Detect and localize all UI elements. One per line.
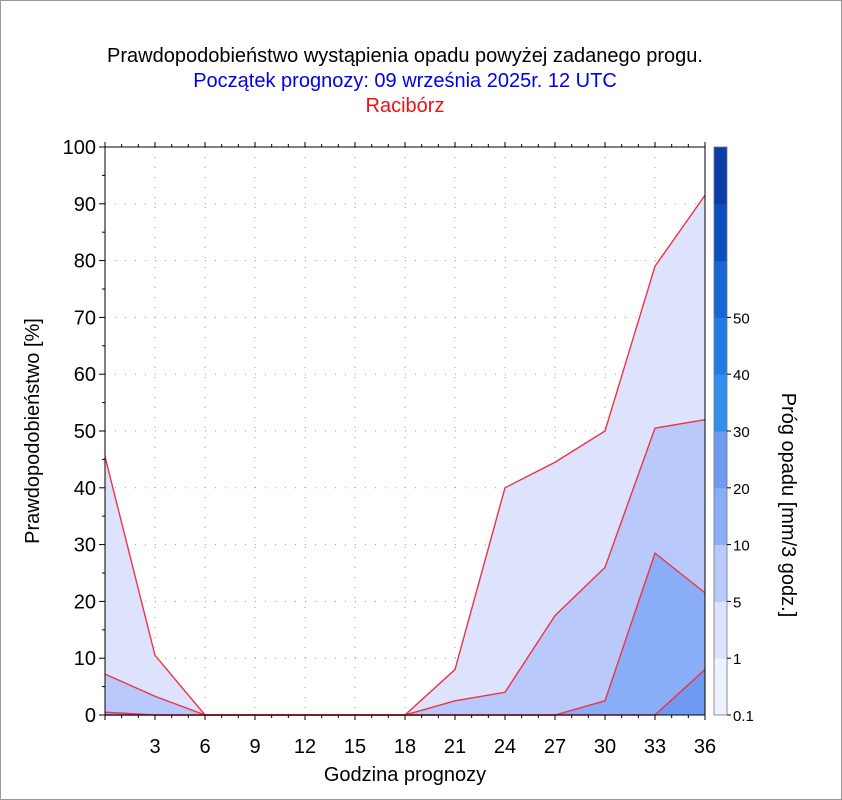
y-tick-label: 80 [74, 251, 96, 273]
colorbar-band [714, 431, 727, 489]
colorbar-band [714, 317, 727, 375]
y-tick-label: 30 [74, 535, 96, 557]
colorbar: 0.1 1 5 10 20 30 40 50 [713, 146, 754, 725]
colorbar-tick-label: 10 [733, 538, 750, 555]
x-tick-label: 18 [394, 736, 416, 758]
colorbar-tick-label: 5 [733, 594, 741, 611]
colorbar-tick-label: 30 [733, 424, 750, 441]
x-tick-label: 33 [644, 736, 666, 758]
x-tick-label: 3 [149, 736, 160, 758]
y-axis-label: Prawdopodobieństwo [%] [22, 318, 44, 544]
area-threshold-5 [105, 553, 705, 715]
x-tick-label: 30 [594, 736, 616, 758]
x-tick-label: 27 [544, 736, 566, 758]
colorbar-band [714, 544, 727, 602]
title-line-3: Racibórz [366, 95, 445, 117]
y-tick-label: 40 [74, 478, 96, 500]
colorbar-label: Próg opadu [mm/3 godz.] [777, 393, 799, 618]
x-tick-label: 9 [249, 736, 260, 758]
y-tick-label: 0 [85, 705, 96, 727]
colorbar-band [714, 601, 727, 659]
y-tick-label: 100 [63, 137, 96, 159]
x-tick-label: 6 [199, 736, 210, 758]
colorbar-tick-label: 40 [733, 367, 750, 384]
colorbar-tick-label: 0.1 [733, 708, 754, 725]
colorbar-band [714, 203, 727, 262]
y-tick-label: 90 [74, 194, 96, 216]
x-tick-label: 15 [344, 736, 366, 758]
x-axis-label: Godzina prognozy [324, 764, 486, 786]
x-tick-label: 36 [694, 736, 716, 758]
colorbar-band [714, 147, 727, 205]
x-tick-label: 21 [444, 736, 466, 758]
colorbar-tick-label: 50 [733, 310, 750, 327]
area-threshold-1 [105, 419, 705, 715]
y-tick-label: 20 [74, 591, 96, 613]
colorbar-band [714, 374, 727, 432]
y-tick-label: 10 [74, 648, 96, 670]
colorbar-tick-label: 1 [733, 651, 741, 668]
colorbar-tick-label: 20 [733, 481, 750, 498]
y-tick-label: 70 [74, 307, 96, 329]
y-tick-label: 50 [74, 421, 96, 443]
title-line-2: Początek prognozy: 09 września 2025r. 12… [193, 70, 617, 92]
colorbar-band [714, 658, 727, 716]
area-threshold-0.1 [105, 195, 705, 715]
colorbar-band [714, 487, 727, 546]
title-line-1: Prawdopodobieństwo wystąpienia opadu pow… [107, 45, 703, 67]
x-tick-label: 12 [294, 736, 316, 758]
y-tick-label: 60 [74, 364, 96, 386]
colorbar-band [714, 260, 727, 318]
x-tick-label: 24 [494, 736, 516, 758]
